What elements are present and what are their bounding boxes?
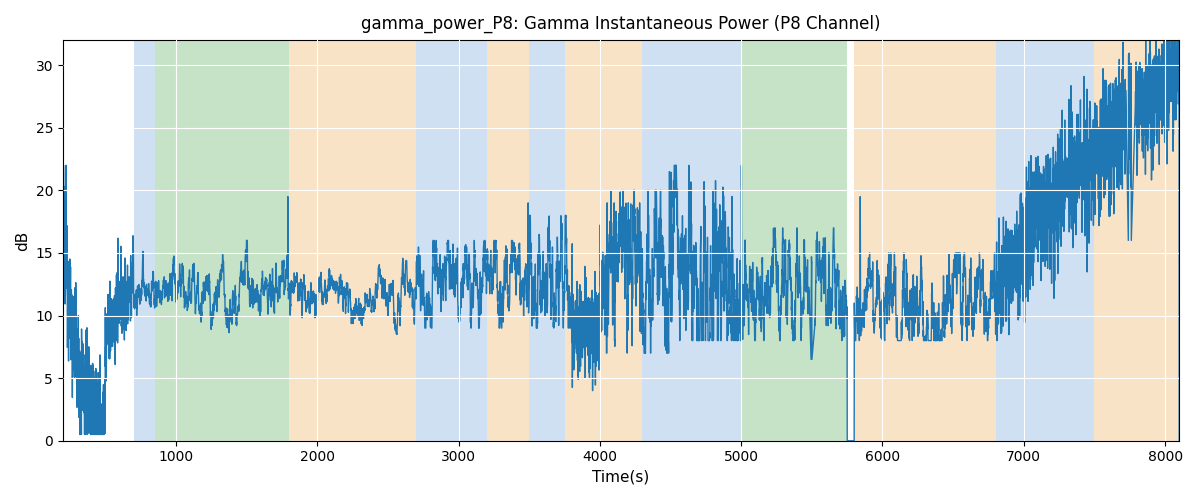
- Bar: [642, 40, 742, 440]
- Bar: [854, 40, 996, 440]
- Bar: [155, 40, 289, 440]
- Bar: [487, 40, 529, 440]
- Bar: [742, 40, 847, 440]
- Bar: [996, 40, 1094, 440]
- Bar: [1094, 40, 1180, 440]
- Title: gamma_power_P8: Gamma Instantaneous Power (P8 Channel): gamma_power_P8: Gamma Instantaneous Powe…: [361, 15, 881, 34]
- X-axis label: Time(s): Time(s): [593, 470, 649, 485]
- Bar: [289, 40, 416, 440]
- Bar: [529, 40, 564, 440]
- Bar: [416, 40, 487, 440]
- Bar: [133, 40, 155, 440]
- Y-axis label: dB: dB: [16, 230, 30, 250]
- Bar: [564, 40, 642, 440]
